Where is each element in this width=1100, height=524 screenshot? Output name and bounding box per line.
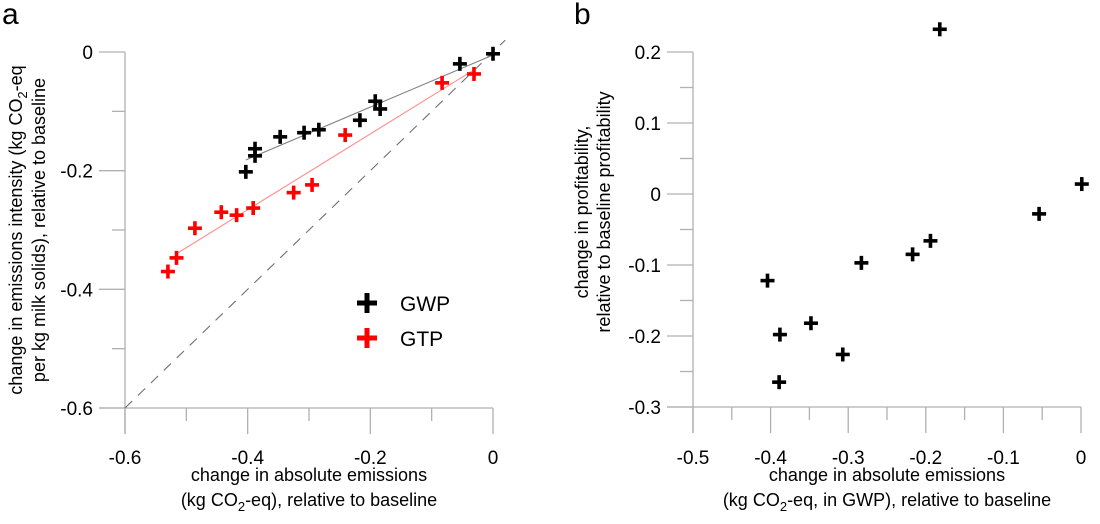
panel-a-x-tick-label: -0.6 (109, 448, 142, 469)
point-gwp (1032, 206, 1047, 221)
fit-line-gtp (176, 69, 475, 255)
point-gwp (352, 113, 367, 128)
legend-label-gtp: GTP (400, 328, 443, 351)
panel-b-tick-labels: -0.5 -0.4 -0.3 -0.2 -0.1 0 0.2 0.1 0 -0.1 -0.2 -0.3 (628, 43, 1086, 469)
point-gwp (760, 273, 775, 288)
point-gwp (854, 255, 869, 270)
point-gtp (435, 75, 450, 90)
point-gwp (923, 233, 938, 248)
point-gwp (772, 327, 787, 342)
panel-b-x-tick-label: -0.2 (909, 448, 942, 469)
point-gwp (373, 101, 388, 116)
panel-b-x-title-line2: (kg CO2-eq, in GWP), relative to baselin… (723, 490, 1051, 514)
panel-a-x-title-line1: change in absolute emissions (191, 465, 427, 485)
panel-a: a -0.6 -0.4 -0.2 0 0 -0.2 -0.4 -0.6 change in a… (2, 0, 506, 514)
panel-b-x-tick-label: -0.1 (987, 448, 1020, 469)
point-gtp (246, 201, 261, 216)
point-gwp (803, 316, 818, 331)
panel-b-x-tick-label: -0.3 (832, 448, 865, 469)
panel-a-axes (99, 51, 494, 434)
panel-b-y-title-line2: relative to baseline profitability (594, 91, 614, 332)
panel-a-x-tick-label: -0.2 (354, 448, 387, 469)
point-gwp (311, 122, 326, 137)
panel-a-x-title-post: -eq), relative to baseline (245, 490, 437, 510)
legend-marker-gwp (357, 293, 377, 313)
panel-a-x-title-line2: (kg CO2-eq), relative to baseline (181, 490, 437, 514)
panel-b: b -0.5 -0.4 -0.3 -0.2 -0.1 00.20.10-0.1-0.2-0… (572, 0, 1089, 514)
panel-b-x-tick-label: 0 (1076, 448, 1087, 469)
panel-a-y-title-post: -eq (6, 65, 26, 91)
point-gtp (169, 250, 184, 265)
point-gwp (932, 22, 947, 37)
point-gtp (338, 128, 353, 143)
point-gwp (297, 125, 312, 140)
panel-a-y-title-line2: per kg milk solids), relative to baselin… (29, 78, 49, 382)
panel-a-y-tick-label: -0.4 (60, 280, 93, 301)
point-gwp (452, 56, 467, 71)
panel-b-x-title-post: -eq, in GWP), relative to baseline (787, 490, 1051, 510)
legend-marker-gtp (357, 328, 377, 348)
panel-a-y-title-sub: 2 (15, 91, 30, 98)
reference-1to1-line (124, 39, 506, 409)
legend-label-gwp: GWP (400, 293, 450, 316)
panel-b-x-title-line1: change in absolute emissions (769, 465, 1005, 485)
point-gtp (160, 264, 175, 279)
panel-b-x-title-sub: 2 (780, 499, 787, 514)
panel-b-y-tick-label: -0.3 (628, 398, 661, 419)
point-gwp (1074, 177, 1089, 192)
panel-a-y-title-pre: change in emissions intensity (kg CO (6, 99, 26, 395)
panel-a-y-tick-label: -0.6 (60, 399, 93, 420)
point-gtp (305, 177, 320, 192)
panel-a-y-tick-label: 0 (82, 43, 93, 64)
point-gwp (248, 141, 263, 156)
panel-b-y-tick-label: 0 (650, 185, 661, 206)
panel-b-y-tick-label: -0.1 (628, 256, 661, 277)
panel-b-x-title-pre: (kg CO (723, 490, 780, 510)
panel-a-label: a (2, 0, 19, 31)
point-gwp (368, 94, 383, 109)
panel-b-y-title-line1: change in profitability, (572, 126, 592, 299)
panel-a-x-title-sub: 2 (238, 499, 245, 514)
point-gtp (214, 205, 229, 220)
point-gwp (248, 148, 263, 163)
panel-a-y-title-line1: change in emissions intensity (kg CO2-eq (6, 65, 30, 394)
point-gtp (229, 208, 244, 223)
panel-a-x-tick-label: 0 (488, 448, 499, 469)
point-gtp (286, 185, 301, 200)
panel-a-x-title-pre: (kg CO (181, 490, 238, 510)
panel-b-x-tick-label: -0.5 (677, 448, 710, 469)
point-gwp (273, 129, 288, 144)
panel-b-x-tick-label: -0.4 (754, 448, 787, 469)
panel-a-reference-line (124, 39, 506, 409)
point-gwp (238, 164, 253, 179)
panel-a-y-tick-label: -0.2 (60, 162, 93, 183)
point-gwp (772, 375, 787, 390)
panel-b-points (760, 22, 1089, 390)
panel-a-x-tick-label: -0.4 (231, 448, 264, 469)
panel-a-tick-labels: -0.6 -0.4 -0.2 0 0 -0.2 -0.4 -0.6 (60, 43, 498, 469)
point-gtp (187, 221, 202, 236)
point-gwp (905, 247, 920, 262)
point-gwp (486, 46, 500, 61)
panel-b-y-tick-label: 0.2 (635, 43, 661, 64)
panel-b-axes (667, 51, 1082, 433)
panel-b-y-tick-label: 0.1 (635, 114, 661, 135)
panel-a-fit-lines (176, 54, 494, 255)
fit-line-gwp (245, 54, 494, 161)
panel-a-points (160, 46, 500, 279)
panel-a-legend: GWP GTP (357, 293, 450, 351)
point-gtp (466, 66, 481, 81)
panel-b-y-tick-label: -0.2 (628, 327, 661, 348)
point-gwp (835, 347, 850, 362)
panel-b-label: b (574, 0, 591, 31)
